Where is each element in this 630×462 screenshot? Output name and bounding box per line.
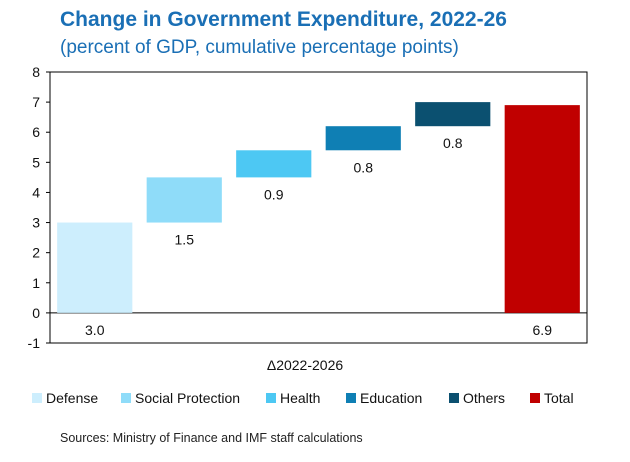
legend-label: Health (280, 390, 320, 406)
bar-defense (57, 222, 133, 313)
data-label: 6.9 (533, 322, 553, 338)
legend-swatch (449, 393, 459, 403)
data-label: 0.9 (264, 186, 284, 202)
y-tick-label: 7 (32, 94, 40, 110)
y-tick-label: 4 (32, 184, 40, 200)
y-tick-label: 0 (32, 305, 40, 321)
legend-label: Defense (46, 390, 98, 406)
data-label: 3.0 (85, 322, 105, 338)
y-tick-label: 2 (32, 245, 40, 261)
legend-label: Social Protection (135, 390, 240, 406)
bar-social-protection (146, 177, 222, 223)
y-tick-label: 8 (32, 64, 40, 80)
bar-education (325, 126, 401, 151)
y-tick-label: 5 (32, 154, 40, 170)
legend-swatch (32, 393, 42, 403)
bar-others (415, 102, 491, 127)
source-note: Sources: Ministry of Finance and IMF sta… (60, 431, 363, 445)
y-tick-label: -1 (28, 335, 41, 351)
bar-total (504, 105, 580, 313)
x-axis-label: Δ2022-2026 (267, 357, 344, 373)
legend-swatch (266, 393, 276, 403)
legend-label: Total (544, 390, 574, 406)
legend-swatch (530, 393, 540, 403)
chart-title: Change in Government Expenditure, 2022-2… (60, 8, 507, 31)
bar-health (236, 150, 312, 178)
y-tick-label: 1 (32, 275, 40, 291)
legend-swatch (121, 393, 131, 403)
data-label: 0.8 (443, 135, 463, 151)
data-label: 1.5 (175, 232, 195, 248)
legend-label: Others (463, 390, 505, 406)
legend-swatch (346, 393, 356, 403)
data-label: 0.8 (354, 159, 374, 175)
plot-frame (49, 71, 588, 344)
y-tick-label: 3 (32, 215, 40, 231)
y-tick-label: 6 (32, 124, 40, 140)
legend-label: Education (360, 390, 422, 406)
chart-subtitle: (percent of GDP, cumulative percentage p… (60, 37, 459, 58)
